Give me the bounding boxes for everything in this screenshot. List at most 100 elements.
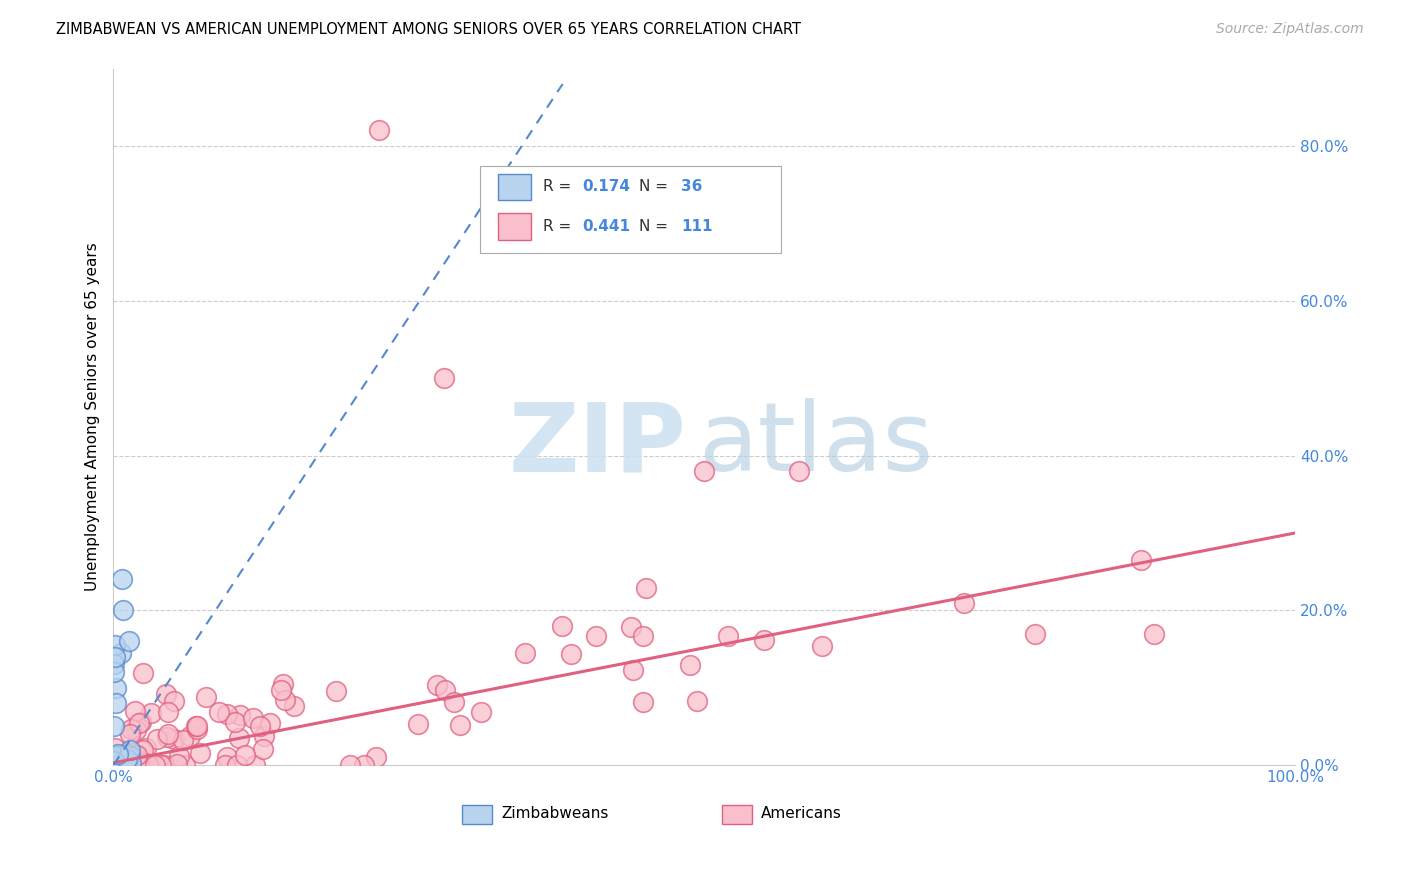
Point: [120, 756, 142, 771]
Point: [155, 686, 177, 700]
Point: [129, 714, 152, 729]
Point: [634, 581, 657, 595]
Text: 111: 111: [681, 219, 713, 234]
Point: [353, 758, 375, 772]
Point: [105, 750, 128, 764]
Point: [104, 757, 127, 772]
Point: [217, 750, 239, 764]
Point: [693, 464, 716, 478]
Point: [679, 658, 702, 673]
Point: [560, 647, 582, 661]
Point: [686, 694, 709, 708]
Point: [245, 758, 267, 772]
FancyBboxPatch shape: [723, 805, 752, 824]
Point: [186, 723, 208, 737]
Point: [124, 704, 146, 718]
Point: [449, 718, 471, 732]
Point: [163, 732, 186, 747]
Point: [253, 730, 276, 744]
Point: [226, 758, 249, 772]
Point: [110, 756, 132, 770]
Point: [551, 619, 574, 633]
Point: [103, 758, 125, 772]
Point: [283, 699, 305, 714]
Point: [134, 758, 156, 772]
Point: [339, 758, 361, 772]
Point: [103, 751, 125, 765]
FancyBboxPatch shape: [479, 166, 782, 253]
Text: Source: ZipAtlas.com: Source: ZipAtlas.com: [1216, 22, 1364, 37]
Point: [259, 715, 281, 730]
Point: [125, 748, 148, 763]
Point: [166, 756, 188, 771]
Point: [224, 714, 246, 729]
Point: [143, 758, 166, 772]
Point: [114, 758, 136, 772]
Point: [103, 756, 125, 771]
Point: [195, 690, 218, 704]
Point: [107, 755, 129, 769]
Point: [186, 719, 208, 733]
Point: [156, 731, 179, 745]
Point: [118, 758, 141, 772]
Point: [167, 748, 190, 763]
Point: [112, 758, 135, 772]
Point: [128, 758, 150, 772]
Point: [179, 729, 201, 743]
Point: [270, 683, 292, 698]
Point: [131, 758, 153, 772]
Point: [752, 632, 775, 647]
Point: [364, 750, 387, 764]
Point: [150, 758, 173, 772]
Point: [115, 752, 138, 766]
Point: [184, 719, 207, 733]
Point: [215, 706, 238, 721]
Point: [207, 705, 229, 719]
Point: [134, 756, 156, 771]
Point: [135, 740, 157, 755]
Point: [115, 747, 138, 761]
Point: [426, 678, 449, 692]
Point: [1143, 626, 1166, 640]
Point: [104, 752, 127, 766]
Point: [249, 719, 271, 733]
Point: [153, 758, 176, 772]
Point: [103, 638, 125, 652]
Point: [138, 758, 160, 772]
Point: [716, 629, 738, 643]
Point: [621, 664, 644, 678]
Point: [139, 758, 162, 772]
Point: [104, 756, 127, 770]
Point: [105, 756, 128, 771]
Point: [108, 756, 131, 770]
Point: [124, 723, 146, 737]
Point: [128, 715, 150, 730]
Text: N =: N =: [640, 179, 673, 194]
Point: [110, 646, 132, 660]
Point: [103, 665, 125, 680]
Point: [229, 707, 252, 722]
Point: [105, 758, 128, 772]
Point: [105, 748, 128, 763]
Point: [103, 755, 125, 769]
Text: 0.174: 0.174: [582, 179, 631, 194]
Point: [433, 683, 456, 698]
Point: [103, 719, 125, 733]
Point: [132, 742, 155, 756]
Text: ZIMBABWEAN VS AMERICAN UNEMPLOYMENT AMONG SENIORS OVER 65 YEARS CORRELATION CHAR: ZIMBABWEAN VS AMERICAN UNEMPLOYMENT AMON…: [56, 22, 801, 37]
Point: [787, 464, 810, 478]
Point: [111, 758, 134, 772]
Text: Zimbabweans: Zimbabweans: [501, 806, 609, 822]
Point: [128, 758, 150, 772]
Point: [138, 758, 160, 772]
Point: [111, 749, 134, 764]
Point: [111, 572, 134, 586]
Point: [470, 706, 492, 720]
Point: [104, 649, 127, 664]
Point: [118, 727, 141, 741]
Point: [103, 755, 125, 769]
Point: [406, 717, 429, 731]
Point: [131, 666, 153, 681]
Point: [228, 731, 250, 746]
Point: [146, 732, 169, 747]
